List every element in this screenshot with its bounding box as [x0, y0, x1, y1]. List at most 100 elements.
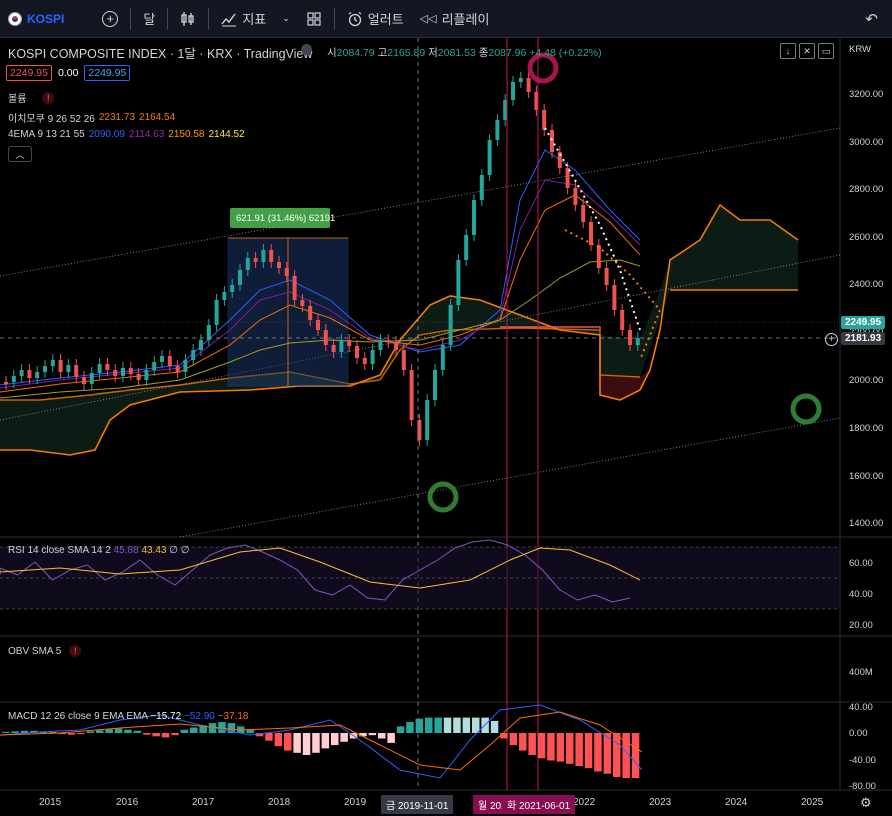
- macd-bar: [415, 718, 424, 733]
- chart-canvas[interactable]: [0, 38, 892, 816]
- symbol-search-button[interactable]: KOSPI: [0, 4, 72, 34]
- alarm-clock-icon: [348, 11, 362, 26]
- undo-button[interactable]: ↶: [857, 4, 886, 34]
- indicators-icon: [221, 13, 237, 26]
- macd-bar: [171, 733, 179, 736]
- candle: [183, 360, 188, 372]
- layout-button[interactable]: [298, 4, 330, 34]
- candle: [66, 365, 71, 372]
- obv-legend[interactable]: OBV SMA 5 !: [8, 645, 82, 657]
- warning-icon[interactable]: !: [69, 645, 82, 657]
- macd-bar: [255, 733, 264, 737]
- obv-tick: 400M: [849, 667, 873, 678]
- macd-bar: [77, 733, 85, 735]
- rsi-empty-value: ∅ ∅: [169, 545, 190, 556]
- arrow-down-icon: ↓: [785, 46, 791, 56]
- plus-circle-icon: +: [102, 10, 119, 27]
- candle: [433, 370, 437, 400]
- toolbar-divider: [208, 7, 210, 30]
- price-tick: 1800.00: [849, 423, 884, 434]
- warning-icon[interactable]: !: [42, 91, 55, 104]
- candle: [152, 362, 157, 370]
- macd-bar: [218, 722, 226, 733]
- candle: [589, 222, 593, 245]
- macd-tick: -40.00: [849, 755, 876, 766]
- crosshair-date-tag: 금 2019-11-01: [381, 795, 454, 814]
- symbol-status-dot: [301, 44, 312, 58]
- collapse-legend-button[interactable]: ︿: [8, 146, 32, 162]
- volume-legend[interactable]: 볼륨 !: [8, 90, 55, 105]
- ichimoku-legend[interactable]: 이치모쿠 9 26 52 26 2231.73 2164.54: [8, 110, 175, 125]
- candle: [238, 270, 242, 285]
- ema-value: 2150.58: [168, 129, 205, 140]
- top-toolbar: KOSPI + 달 지표 ⌄ 얼러트 ◁◁ 리플레이 ↶: [0, 0, 892, 38]
- candle: [604, 268, 609, 285]
- symbol-label: KOSPI: [27, 11, 65, 26]
- candle: [417, 420, 422, 440]
- chart-type-button[interactable]: [172, 4, 204, 34]
- year-label: 2016: [116, 797, 139, 808]
- maximize-pane-button[interactable]: ▭: [818, 43, 834, 59]
- macd-tick: 0.00: [849, 728, 868, 739]
- candle: [425, 400, 430, 440]
- indicator-dropdown[interactable]: ⌄: [274, 4, 298, 34]
- macd-bar: [2, 731, 10, 733]
- candle: [89, 373, 94, 384]
- candle: [495, 120, 500, 140]
- candle: [277, 262, 281, 268]
- candle: [628, 330, 632, 345]
- rewind-icon: ◁◁: [419, 13, 437, 25]
- buy-price-box[interactable]: 2249.95: [84, 65, 131, 81]
- macd-bar: [30, 730, 38, 733]
- spread-value: 0.00: [57, 67, 79, 79]
- candle: [565, 168, 570, 188]
- ema-value: 2114.63: [128, 129, 165, 140]
- target-marker-circle[interactable]: [790, 393, 822, 425]
- interval-button[interactable]: 달: [135, 4, 163, 34]
- macd-bar: [406, 722, 414, 733]
- macd-bar: [180, 729, 189, 733]
- drawn-trendline: [544, 127, 641, 331]
- alert-button[interactable]: 얼러트: [339, 4, 412, 34]
- macd-bar: [284, 733, 292, 751]
- macd-bar: [443, 717, 452, 733]
- macd-bar: [124, 729, 132, 733]
- candle: [386, 340, 391, 342]
- ema-legend[interactable]: 4EMA 9 13 21 55 2090.09 2114.63 2150.58 …: [8, 129, 245, 140]
- price-tick: 3200.00: [849, 89, 884, 100]
- macd-bar: [340, 733, 348, 742]
- collapse-pane-button[interactable]: ✕: [799, 43, 815, 59]
- candle: [635, 338, 640, 345]
- macd-bar: [472, 717, 480, 733]
- candlestick-series: [4, 72, 640, 446]
- compare-symbol-button[interactable]: +: [94, 4, 126, 34]
- drawn-trendline-orange: [564, 229, 662, 361]
- move-down-button[interactable]: ↓: [780, 43, 796, 59]
- macd-legend[interactable]: MACD 12 26 close 9 EMA EMA −15.72 −52.90…: [8, 711, 248, 722]
- macd-bar: [152, 733, 160, 737]
- macd-label: MACD 12 26 close 9 EMA EMA: [8, 711, 148, 722]
- macd-bar: [368, 733, 377, 736]
- macd-bar: [312, 733, 320, 753]
- replay-button[interactable]: ◁◁ 리플레이: [412, 4, 498, 34]
- macd-bar: [584, 733, 593, 769]
- measure-tool[interactable]: [227, 208, 349, 387]
- candle: [253, 258, 258, 262]
- price-tick: 2600.00: [849, 232, 884, 243]
- macd-lines: [0, 704, 643, 779]
- indicators-button[interactable]: 지표: [213, 4, 274, 34]
- rsi-legend[interactable]: RSI 14 close SMA 14 2 45.88 43.43 ∅ ∅: [8, 545, 189, 556]
- currency-label[interactable]: KRW: [849, 44, 871, 55]
- bottom-marker-circle[interactable]: [427, 481, 459, 513]
- sell-price-box[interactable]: 2249.95: [6, 65, 52, 81]
- candle: [612, 285, 617, 310]
- top-marker-circle[interactable]: [527, 52, 559, 84]
- price-tick: 1600.00: [849, 471, 884, 482]
- macd-bar: [321, 733, 330, 749]
- settings-gear-icon[interactable]: ⚙: [860, 795, 872, 810]
- crosshair-price-tag: 2181.93: [841, 332, 886, 345]
- add-alert-plus-icon[interactable]: +: [825, 333, 838, 346]
- rsi-tick: 20.00: [849, 620, 873, 631]
- macd-bar: [105, 729, 113, 733]
- rsi-value: 45.88: [113, 545, 139, 556]
